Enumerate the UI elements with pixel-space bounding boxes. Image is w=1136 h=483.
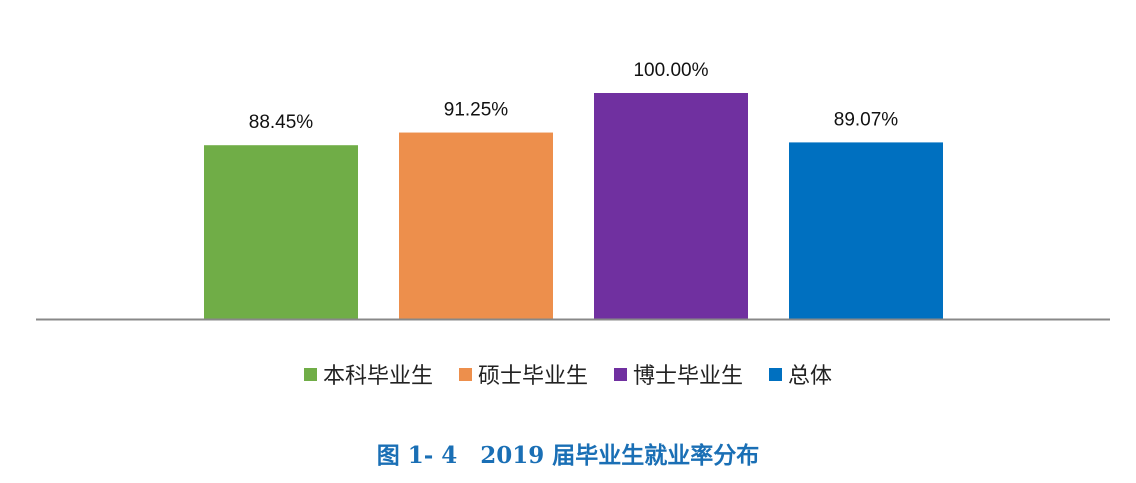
legend-swatch bbox=[614, 367, 627, 381]
legend-item: 总体 bbox=[769, 358, 832, 390]
bar bbox=[594, 93, 748, 319]
data-label: 88.45% bbox=[249, 112, 314, 133]
bar bbox=[399, 132, 553, 319]
chart-title: 图 1- 4 2019 届毕业生就业率分布 bbox=[376, 442, 760, 469]
data-label: 100.00% bbox=[633, 60, 708, 81]
data-label: 89.07% bbox=[834, 109, 899, 130]
bar bbox=[204, 145, 358, 319]
legend-label: 博士毕业生 bbox=[633, 364, 744, 389]
bar bbox=[789, 142, 943, 319]
legend: 本科毕业生 硕士毕业生 博士毕业生 总体 bbox=[0, 358, 1136, 390]
legend-label: 硕士毕业生 bbox=[477, 364, 588, 389]
data-label: 91.25% bbox=[444, 100, 509, 121]
legend-swatch bbox=[303, 367, 317, 381]
bar-chart: 88.45% 91.25% 100.00% 89.07% bbox=[36, 60, 1110, 321]
legend-label: 总体 bbox=[788, 364, 833, 389]
legend-swatch bbox=[458, 367, 472, 381]
legend-item: 本科毕业生 bbox=[303, 358, 433, 390]
legend-item: 硕士毕业生 bbox=[458, 358, 588, 390]
legend-label: 本科毕业生 bbox=[322, 364, 433, 389]
legend-item: 博士毕业生 bbox=[614, 358, 743, 390]
legend-swatch bbox=[769, 367, 783, 381]
